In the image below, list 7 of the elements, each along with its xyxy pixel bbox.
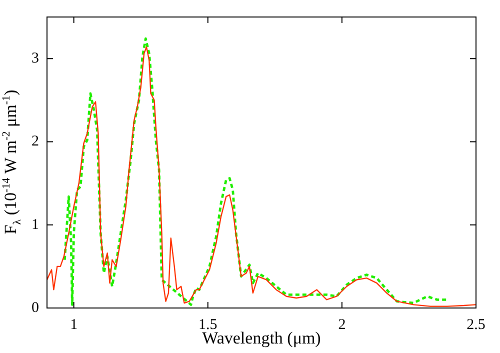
y-tick-label: 0	[32, 300, 39, 316]
y-tick-label: 2	[32, 134, 39, 150]
x-tick-label: 1	[70, 316, 78, 333]
x-tick-label: 2.5	[466, 316, 486, 333]
y-tick-label: 1	[32, 216, 39, 233]
x-tick-label: 2	[338, 316, 346, 333]
y-tick-label: 3	[32, 50, 39, 67]
